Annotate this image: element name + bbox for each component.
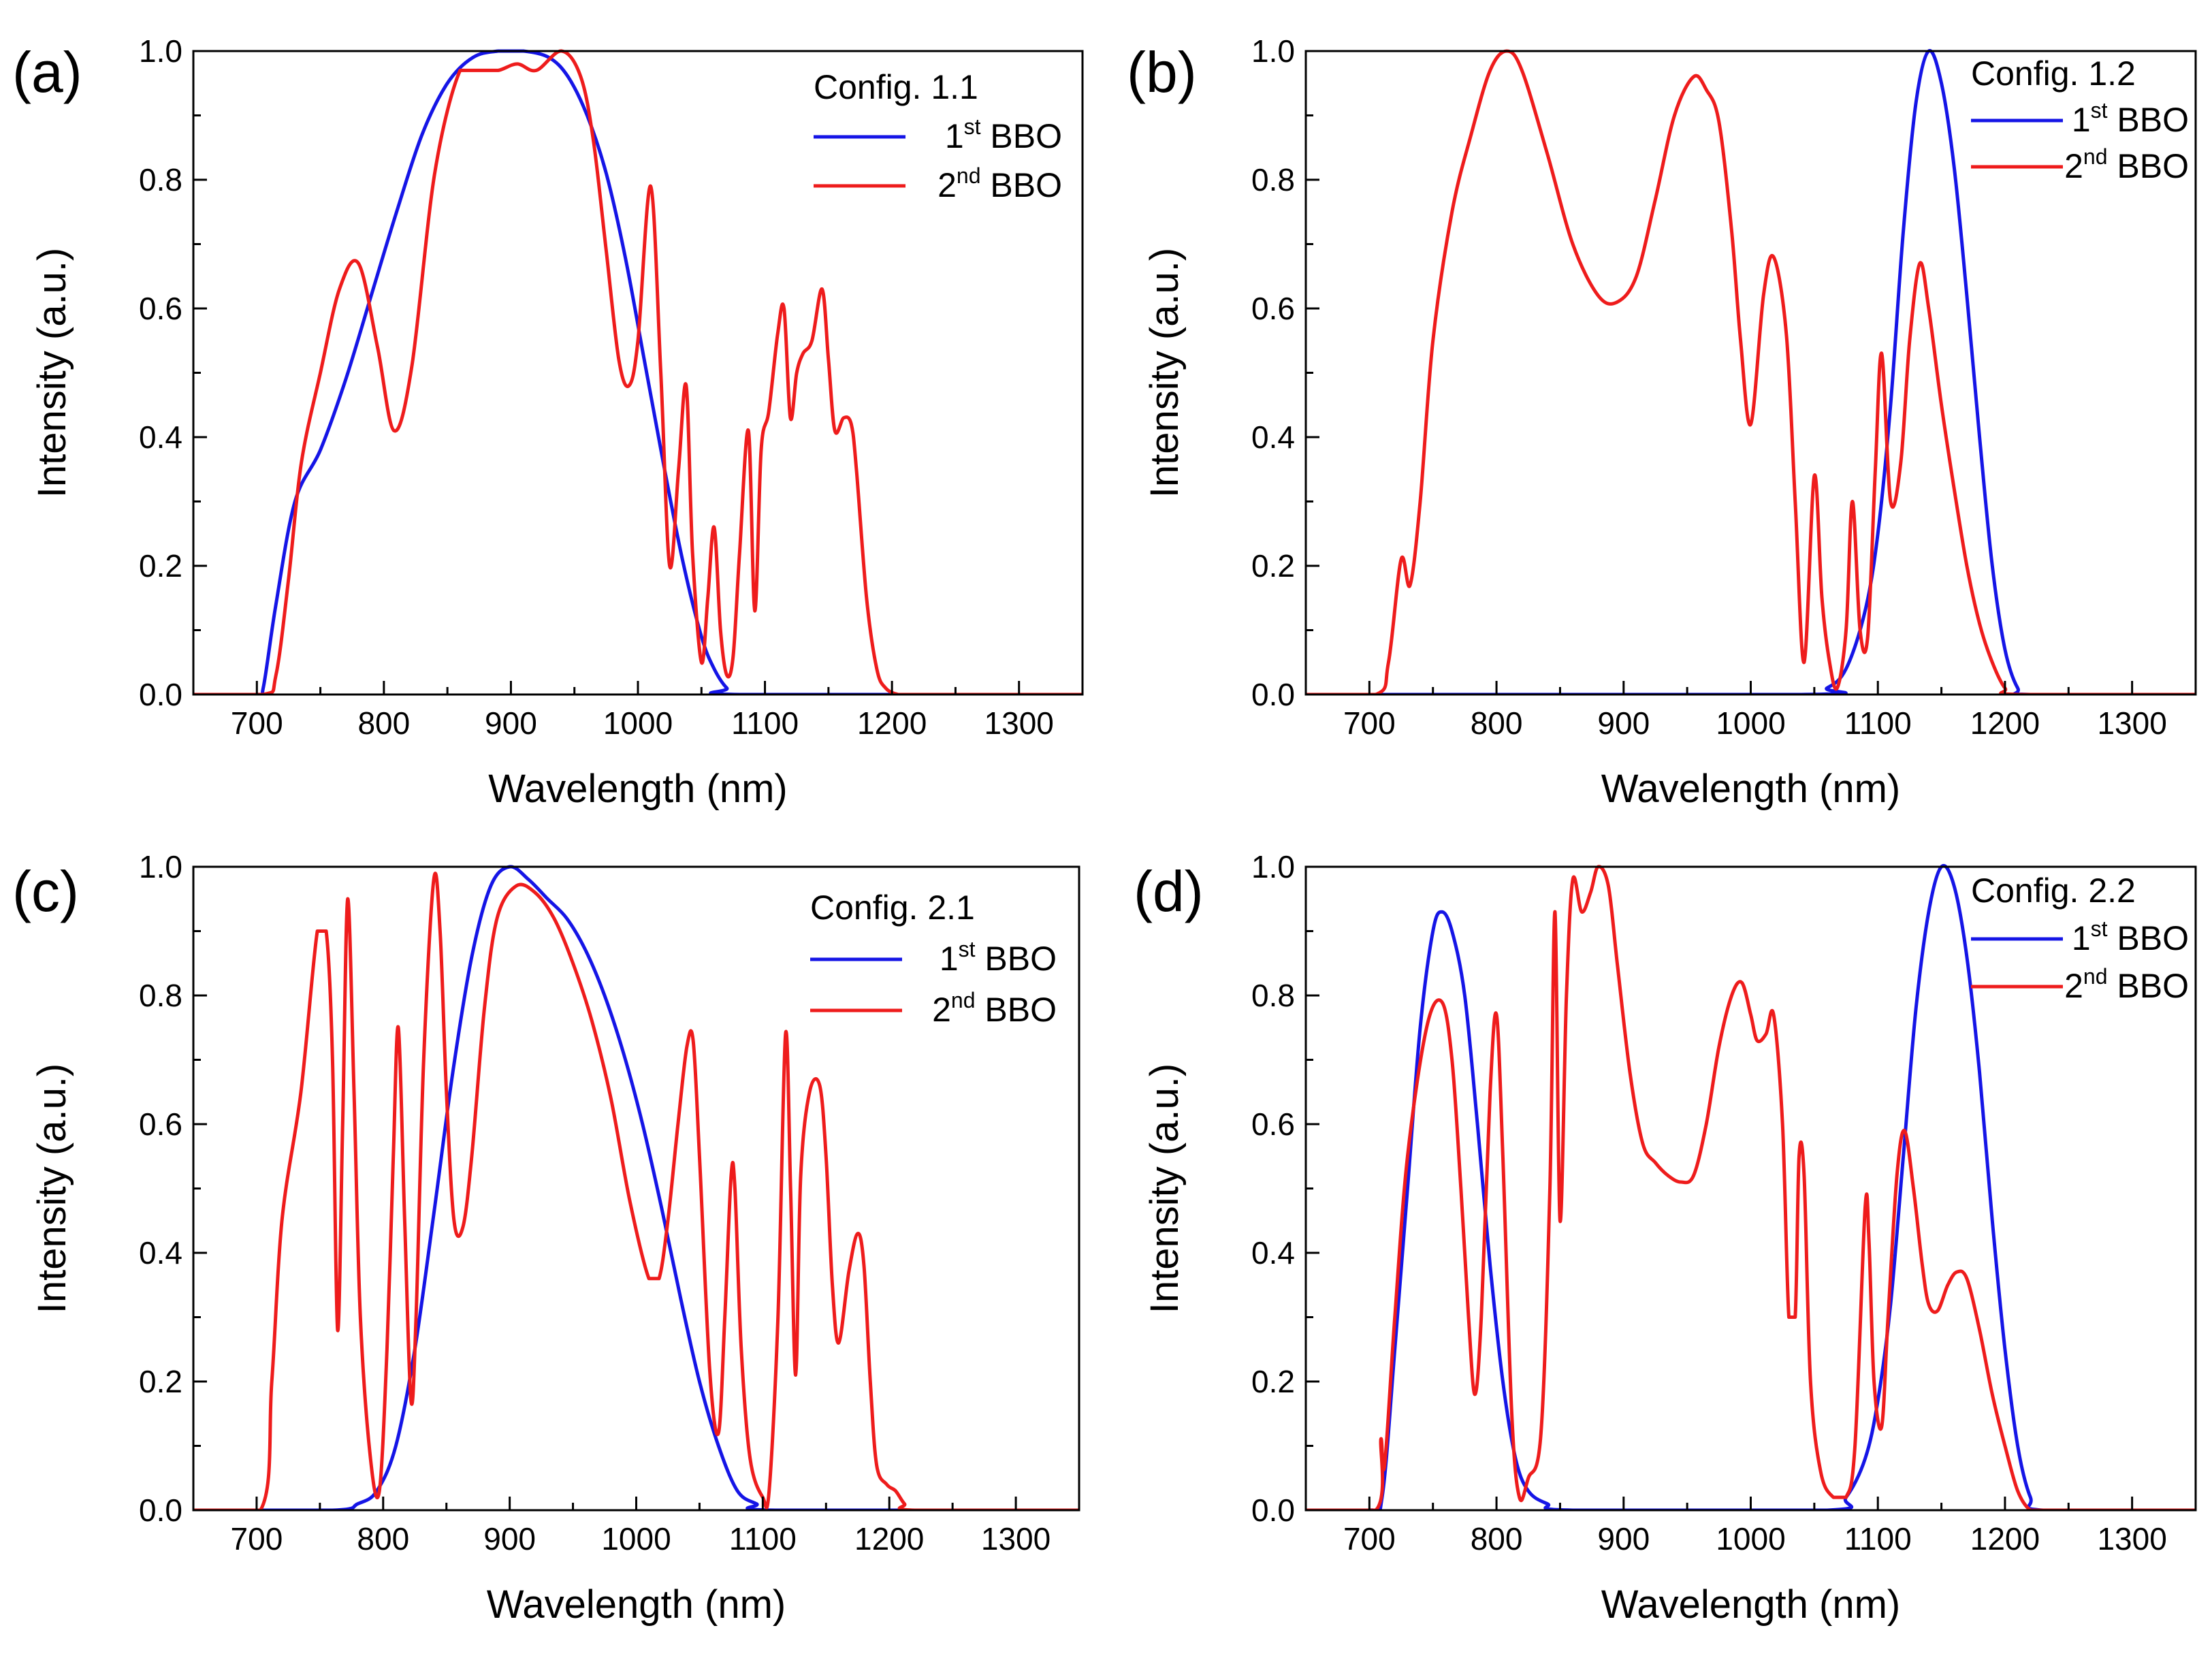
legend-title: Config. 2.1 <box>810 889 975 927</box>
legend-label-second-bbo: 2nd BBO <box>2064 144 2189 185</box>
panel-label: (d) <box>1134 859 1204 923</box>
x-tick-label: 700 <box>231 705 283 741</box>
y-tick-label: 1.0 <box>1251 849 1295 884</box>
y-tick-label: 0.6 <box>139 1106 182 1142</box>
x-tick-label: 800 <box>357 705 410 741</box>
plot-frame <box>1304 865 2197 1512</box>
y-tick-label: 0.6 <box>139 291 182 326</box>
series-line-second-bbo <box>193 49 1083 695</box>
y-tick-label: 0.2 <box>139 548 182 584</box>
x-axis-title: Wavelength (nm) <box>488 767 787 811</box>
y-tick-label: 0.2 <box>139 1364 182 1399</box>
legend-label-first-bbo: 1st BBO <box>2072 98 2189 139</box>
x-tick-label: 900 <box>1597 705 1650 741</box>
legend: Config. 1.2 1st BBO 2nd BBO <box>1971 54 2189 185</box>
legend: Config. 1.1 1st BBO 2nd BBO <box>814 68 1062 204</box>
x-tick-label: 800 <box>1471 1521 1523 1557</box>
panel-a: 700 800 900 1000 1100 1200 1300 0.0 0.2 0.4 0.6 0.8… <box>12 33 1084 811</box>
y-tick-label: 0.8 <box>1251 978 1295 1013</box>
x-tick-label: 1000 <box>603 705 673 741</box>
x-tick-label: 1100 <box>731 705 799 741</box>
y-tick-label: 0.0 <box>1251 677 1295 712</box>
y-tick-label: 0.4 <box>139 1235 182 1271</box>
plot-frame <box>1304 50 2197 696</box>
x-tick-label: 700 <box>231 1521 283 1557</box>
series-line-first-bbo <box>1306 864 2196 1510</box>
x-tick-label: 1200 <box>1970 705 2040 741</box>
legend: Config. 2.2 1st BBO 2nd BBO <box>1971 872 2189 1005</box>
x-tick-label: 1200 <box>854 1521 924 1557</box>
y-tick-label: 0.6 <box>1251 291 1295 326</box>
y-tick-label: 0.2 <box>1251 1364 1295 1399</box>
x-axis-title: Wavelength (nm) <box>1601 767 1900 811</box>
y-tick-label: 0.8 <box>139 162 182 197</box>
y-axis-title: Intensity (a.u.) <box>1142 248 1187 498</box>
legend-title: Config. 1.1 <box>814 68 978 106</box>
x-tick-label: 1300 <box>2097 1521 2166 1557</box>
legend: Config. 2.1 1st BBO 2nd BBO <box>810 889 1057 1029</box>
x-tick-label: 1200 <box>857 705 927 741</box>
x-tick-label: 800 <box>357 1521 409 1557</box>
x-tick-label: 1000 <box>601 1521 671 1557</box>
y-tick-label: 0.6 <box>1251 1106 1295 1142</box>
y-axis-title: Intensity (a.u.) <box>1142 1064 1187 1313</box>
y-tick-label: 0.4 <box>1251 419 1295 455</box>
y-tick-label: 0.4 <box>1251 1235 1295 1271</box>
x-tick-label: 1000 <box>1716 705 1785 741</box>
series-line-second-bbo <box>1306 49 2196 695</box>
series-line-first-bbo <box>193 865 1079 1510</box>
panel-d: 700 800 900 1000 1100 1200 1300 0.0 0.2 0.4 0.6 0.8… <box>1134 849 2197 1627</box>
y-axis-title: Intensity (a.u.) <box>30 248 74 498</box>
x-axis-title: Wavelength (nm) <box>1601 1582 1900 1627</box>
series-line-second-bbo <box>193 872 1079 1510</box>
panel-c: 700 800 900 1000 1100 1200 1300 0.0 0.2 0.4 0.6 0.8… <box>12 849 1080 1627</box>
x-axis-title: Wavelength (nm) <box>487 1582 786 1627</box>
y-tick-label: 0.4 <box>139 419 182 455</box>
series-line-first-bbo <box>193 49 1083 695</box>
x-tick-label: 900 <box>1597 1521 1650 1557</box>
legend-label-second-bbo: 2nd BBO <box>937 163 1062 204</box>
x-tick-label: 700 <box>1343 705 1396 741</box>
x-tick-label: 1000 <box>1716 1521 1785 1557</box>
x-tick-label: 1100 <box>729 1521 797 1557</box>
panel-label: (c) <box>12 859 79 923</box>
y-axis-title: Intensity (a.u.) <box>30 1064 74 1313</box>
legend-label-first-bbo: 1st BBO <box>2072 916 2189 957</box>
x-tick-label: 900 <box>483 1521 536 1557</box>
y-tick-label: 0.8 <box>1251 162 1295 197</box>
x-tick-label: 1100 <box>1844 1521 1912 1557</box>
y-tick-label: 0.8 <box>139 978 182 1013</box>
x-tick-label: 800 <box>1471 705 1523 741</box>
y-tick-label: 0.0 <box>1251 1493 1295 1528</box>
x-tick-label: 1100 <box>1844 705 1912 741</box>
series-line-second-bbo <box>1306 865 2196 1510</box>
panel-label: (b) <box>1127 40 1197 104</box>
series-line-first-bbo <box>1306 49 2196 695</box>
x-tick-label: 1300 <box>2097 705 2166 741</box>
y-tick-label: 1.0 <box>1251 33 1295 69</box>
legend-title: Config. 2.2 <box>1971 872 2136 910</box>
legend-label-first-bbo: 1st BBO <box>940 937 1057 978</box>
y-tick-label: 1.0 <box>139 849 182 884</box>
y-tick-label: 1.0 <box>139 33 182 69</box>
panel-label: (a) <box>12 40 82 104</box>
y-tick-label: 0.0 <box>139 1493 182 1528</box>
panel-b: 700 800 900 1000 1100 1200 1300 0.0 0.2 0.4 0.6 0.8… <box>1127 33 2197 811</box>
legend-title: Config. 1.2 <box>1971 54 2136 93</box>
x-tick-label: 1300 <box>984 705 1054 741</box>
x-tick-label: 1300 <box>981 1521 1051 1557</box>
x-tick-label: 900 <box>485 705 537 741</box>
y-tick-label: 0.0 <box>139 677 182 712</box>
legend-label-second-bbo: 2nd BBO <box>932 988 1057 1029</box>
legend-label-first-bbo: 1st BBO <box>945 114 1062 155</box>
x-tick-label: 700 <box>1343 1521 1396 1557</box>
legend-label-second-bbo: 2nd BBO <box>2064 964 2189 1005</box>
x-tick-label: 1200 <box>1970 1521 2040 1557</box>
y-tick-label: 0.2 <box>1251 548 1295 584</box>
